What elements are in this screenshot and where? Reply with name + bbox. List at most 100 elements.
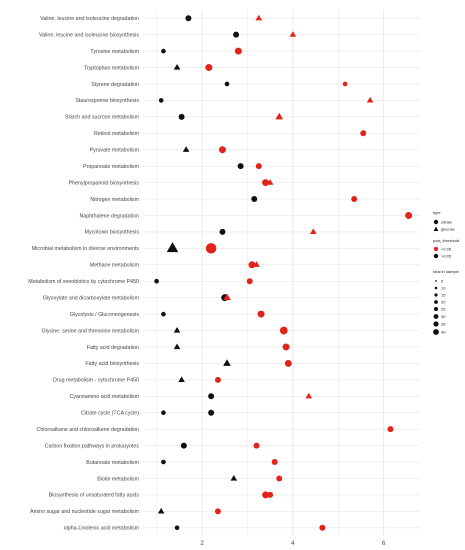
grid-lines bbox=[143, 10, 420, 536]
data-point-circle bbox=[271, 459, 278, 466]
data-point-circle bbox=[161, 410, 166, 416]
legend-size: total in sample 5 10 15 20 25 30 35 40 bbox=[433, 269, 460, 335]
data-point-circle bbox=[257, 310, 265, 318]
y-tick-label: Metabolism of xenobiotics by cytochrome … bbox=[28, 279, 139, 285]
legend-size-item: 10 bbox=[441, 286, 446, 291]
y-tick-label: Phenylpropanoid biosynthesis bbox=[69, 180, 140, 186]
y-tick-label: Citrate cycle (TCA cycle) bbox=[81, 411, 139, 417]
data-point-circle bbox=[178, 113, 185, 120]
data-point-circle bbox=[319, 524, 326, 531]
legend-size-item: 5 bbox=[441, 279, 444, 284]
legend-size-dot bbox=[433, 321, 439, 327]
data-point-circle bbox=[208, 409, 215, 416]
data-points bbox=[154, 14, 413, 531]
data-point-circle bbox=[237, 163, 244, 170]
y-tick-label: Starch and sucrose metabolism bbox=[65, 115, 140, 121]
legend-size-dot bbox=[434, 300, 438, 304]
data-point-circle bbox=[208, 393, 215, 400]
data-point-triangle bbox=[157, 507, 165, 514]
y-tick-label: Tyrosine metabolism bbox=[90, 49, 139, 55]
data-point-triangle bbox=[173, 327, 181, 333]
y-tick-label: Valine, leucine and isoleucine degradati… bbox=[40, 16, 139, 22]
legend-size-dot bbox=[433, 306, 439, 312]
data-point-circle bbox=[253, 442, 260, 449]
legend-size-dot bbox=[435, 280, 437, 282]
legend-circle-icon bbox=[433, 219, 439, 225]
legend-size-item: 30 bbox=[441, 314, 446, 319]
y-tick-label: Retinol metabolism bbox=[94, 131, 140, 137]
y-tick-label: Glycine, serine and threonine metabolism bbox=[42, 328, 140, 334]
legend-red-circle-icon bbox=[433, 246, 439, 252]
data-point-circle bbox=[214, 376, 221, 383]
legend-black-circle-icon bbox=[433, 253, 439, 259]
legend-type-title: type bbox=[433, 210, 441, 215]
legend-pval-title: pval_threshold bbox=[433, 238, 459, 243]
data-point-circle bbox=[161, 311, 166, 317]
data-point-circle bbox=[251, 196, 258, 203]
legend-size-item: 25 bbox=[441, 307, 446, 312]
legend-size-item: 35 bbox=[441, 322, 446, 327]
legend-pval-item: <0.05 bbox=[441, 247, 452, 252]
legend-size-dot bbox=[433, 314, 439, 319]
data-point-circle bbox=[185, 15, 192, 22]
y-tick-label: Styrene degradation bbox=[91, 82, 139, 88]
legend-size-dot bbox=[434, 286, 438, 290]
x-axis-tick-labels: 2 4 6 bbox=[200, 541, 386, 547]
data-point-circle bbox=[279, 326, 288, 335]
data-point-circle bbox=[262, 491, 270, 499]
y-tick-label: Staurosporine biosynthesis bbox=[75, 98, 139, 104]
legend-size-item: 15 bbox=[441, 293, 446, 298]
data-point-triangle bbox=[223, 293, 231, 301]
y-tick-label: Pyruvate metabolism bbox=[90, 148, 140, 154]
y-tick-label: Biotin metabolism bbox=[97, 476, 139, 482]
data-point-circle bbox=[224, 81, 230, 87]
data-point-triangle bbox=[275, 112, 284, 120]
y-tick-label: Fatty acid biosynthesis bbox=[85, 361, 139, 367]
data-point-circle bbox=[174, 525, 180, 531]
data-point-circle bbox=[246, 278, 253, 285]
data-point-circle bbox=[284, 359, 292, 367]
y-tick-label: Carbon fixation pathways in prokaryotes bbox=[45, 443, 140, 449]
y-tick-label: Cyanoamino acid metabolism bbox=[70, 394, 140, 400]
data-point-triangle bbox=[310, 228, 317, 235]
data-point-circle bbox=[218, 146, 226, 154]
data-point-triangle bbox=[230, 474, 238, 481]
data-point-circle bbox=[205, 64, 213, 72]
x-tick-label: 4 bbox=[291, 541, 295, 547]
data-point-triangle bbox=[289, 31, 297, 37]
y-tick-label: alpha-Linolenic acid metabolism bbox=[64, 526, 140, 532]
y-tick-label: Nitrogen metabolism bbox=[90, 197, 139, 203]
data-point-triangle bbox=[182, 146, 190, 152]
y-tick-label: Propanoate metabolism bbox=[83, 164, 140, 170]
legend-type-item: glucose bbox=[441, 227, 456, 232]
y-tick-label: Chloroalkane and chloroalkene degradatio… bbox=[37, 427, 140, 433]
data-point-circle bbox=[219, 228, 226, 235]
y-tick-label: Amino sugar and nucleotide sugar metabol… bbox=[30, 509, 140, 515]
data-point-triangle bbox=[178, 376, 185, 382]
data-point-triangle bbox=[173, 343, 181, 350]
data-point-circle bbox=[161, 48, 166, 54]
data-point-triangle bbox=[255, 14, 263, 21]
y-tick-label: Naphthalene degradation bbox=[80, 213, 140, 219]
data-point-circle bbox=[234, 47, 242, 55]
data-point-circle bbox=[276, 475, 283, 482]
data-point-circle bbox=[214, 508, 221, 515]
data-point-triangle bbox=[173, 64, 181, 70]
legend-size-title: total in sample bbox=[433, 269, 460, 274]
data-point-circle bbox=[387, 426, 394, 433]
data-point-circle bbox=[180, 442, 187, 449]
y-tick-label: Fatty acid degradation bbox=[87, 345, 139, 351]
y-tick-label: Mycotoxin biosynthesis bbox=[85, 230, 140, 236]
legend-type-item: citrate bbox=[441, 220, 453, 225]
y-tick-label: Biosynthesis of unsaturated fatty acids bbox=[49, 493, 140, 499]
data-point-triangle bbox=[366, 96, 374, 103]
y-tick-label: Butanoate metabolism bbox=[86, 460, 139, 466]
data-point-circle bbox=[158, 98, 164, 103]
data-point-circle bbox=[233, 31, 240, 38]
legend-size-dot bbox=[434, 293, 438, 297]
data-point-triangle bbox=[305, 392, 313, 399]
y-tick-label: Glyoxylate and dicarboxylate metabolism bbox=[43, 295, 140, 301]
pathway-labels: Valine, leucine and isoleucine degradati… bbox=[28, 16, 139, 532]
